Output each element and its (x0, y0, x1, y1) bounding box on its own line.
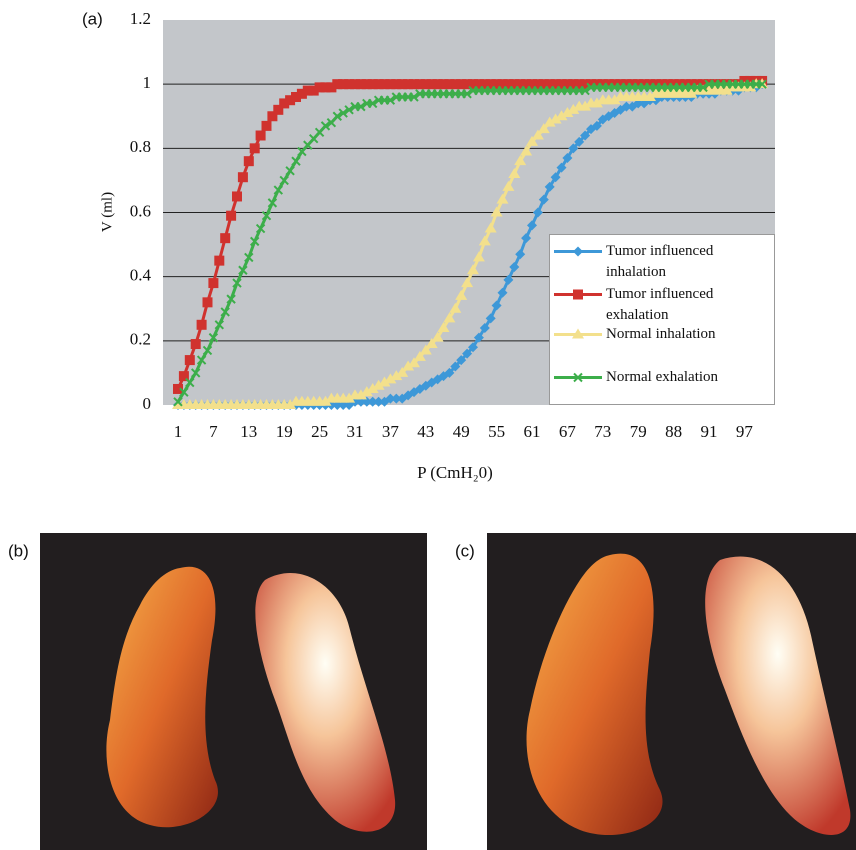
x-tick-label: 73 (594, 422, 611, 441)
x-tick-label: 61 (524, 422, 541, 441)
x-tick-label: 31 (347, 422, 364, 441)
marker (573, 247, 583, 257)
marker (244, 156, 254, 166)
x-tick-label: 25 (311, 422, 328, 441)
legend-entry: Tumor influenced inhalation (552, 241, 766, 283)
x-tick-label: 79 (630, 422, 647, 441)
x-tick-label: 37 (382, 422, 400, 441)
y-tick-label: 0.4 (130, 266, 152, 285)
x-axis-title: P (CmH₂0) (417, 463, 493, 482)
marker (220, 233, 230, 243)
marker (573, 290, 583, 300)
y-tick-label: 0.2 (130, 330, 151, 349)
marker (250, 143, 260, 153)
x-tick-label: 13 (240, 422, 257, 441)
x-tick-label: 49 (453, 422, 470, 441)
legend-icon (552, 241, 606, 262)
x-tick-label: 19 (276, 422, 293, 441)
legend-entry: Tumor influenced exhalation (552, 284, 766, 326)
y-tick-label: 0.8 (130, 137, 151, 156)
panel-label: (a) (82, 9, 103, 28)
legend-label: Normal inhalation (606, 324, 766, 345)
marker (185, 355, 195, 365)
x-tick-label: 67 (559, 422, 577, 441)
marker (197, 320, 207, 330)
x-tick-label: 7 (209, 422, 218, 441)
marker (238, 172, 248, 182)
x-tick-label: 91 (701, 422, 718, 441)
marker (191, 339, 201, 349)
marker (232, 191, 242, 201)
legend-icon (552, 324, 606, 345)
panel-label: (c) (455, 541, 475, 560)
marker (208, 278, 218, 288)
legend-entry: Normal inhalation (552, 324, 766, 345)
y-tick-label: 0.6 (130, 201, 151, 220)
y-axis-title: V (ml) (99, 192, 115, 232)
marker (256, 131, 266, 141)
marker (226, 211, 236, 221)
x-tick-label: 97 (736, 422, 754, 441)
x-tick-label: 88 (665, 422, 682, 441)
images: (b) (c) (0, 500, 856, 850)
legend-icon (552, 367, 606, 388)
legend-label: Normal exhalation (606, 367, 766, 388)
marker (203, 297, 213, 307)
legend-label: Tumor influenced inhalation (606, 241, 766, 283)
page: (a) V (ml) P (CmH₂0) 0 0.2 0.4 0.6 0.8 1 1.2 1 7… (0, 0, 856, 850)
panel-label: (b) (8, 541, 29, 560)
marker (262, 121, 272, 131)
legend-entry: Normal exhalation (552, 367, 766, 388)
x-tick-label: 43 (417, 422, 434, 441)
marker (214, 256, 224, 266)
y-tick-label: 0 (143, 394, 152, 413)
legend-label: Tumor influenced exhalation (606, 284, 766, 326)
x-tick-label: 1 (174, 422, 183, 441)
y-tick-label: 1 (143, 73, 152, 92)
legend-icon (552, 284, 606, 305)
x-tick-label: 55 (488, 422, 505, 441)
y-tick-label: 1.2 (130, 9, 151, 28)
